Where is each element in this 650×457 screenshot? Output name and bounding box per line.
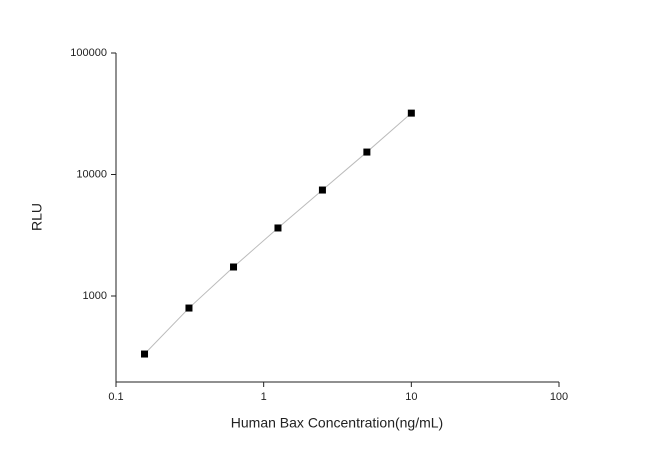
y-tick-label: 1000 — [83, 290, 107, 302]
y-axis-title: RLU — [29, 203, 45, 231]
y-tick-label: 100000 — [70, 47, 107, 59]
point — [363, 148, 371, 156]
x-tick-label: 0.1 — [108, 391, 123, 403]
point — [318, 186, 326, 194]
point — [274, 224, 282, 232]
fit-line — [144, 112, 412, 355]
point — [230, 263, 238, 271]
x-axis-title: Human Bax Concentration(ng/mL) — [231, 415, 443, 431]
x-tick-label: 10 — [405, 391, 417, 403]
x-tick-label: 100 — [550, 391, 568, 403]
y-tick-label: 10000 — [76, 168, 107, 180]
point — [185, 304, 193, 312]
x-tick-label: 1 — [261, 391, 267, 403]
point — [407, 109, 415, 117]
point — [141, 350, 149, 358]
